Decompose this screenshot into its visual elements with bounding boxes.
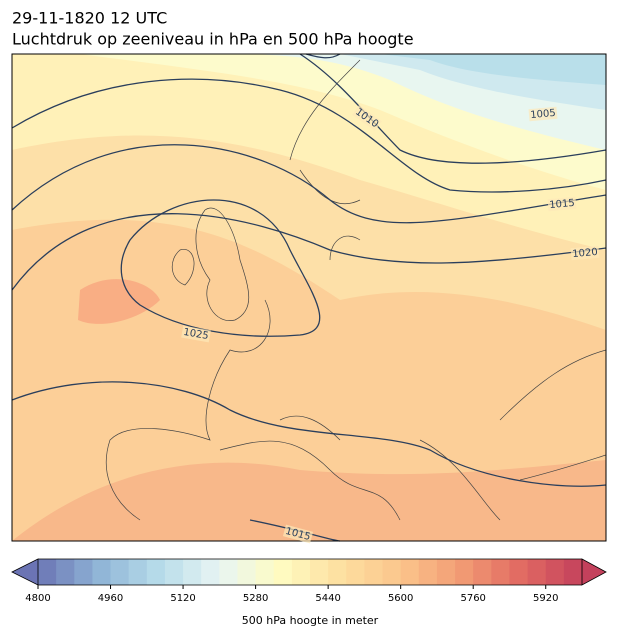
colorbar-box [273, 559, 293, 585]
colorbar-box [527, 559, 547, 585]
colorbar-box [219, 559, 238, 585]
contour-label-bg [547, 196, 577, 212]
colorbar-box [346, 559, 365, 585]
colorbar-box [146, 559, 166, 585]
contour-label-bg [282, 524, 314, 544]
colorbar-box [455, 559, 474, 585]
contour-label: 1020 [572, 247, 598, 260]
colorbar-box [418, 559, 438, 585]
colorbar-box [110, 559, 130, 585]
colorbar-box [56, 559, 75, 585]
contour-label: 1005 [530, 108, 556, 121]
colorbar-extend-high [581, 558, 607, 586]
colorbar-tick-label: 5120 [170, 593, 195, 604]
colorbar-box [237, 559, 257, 585]
colorbar-box [400, 559, 420, 585]
colorbar-box [38, 559, 57, 585]
colorbar-box [201, 559, 220, 585]
colorbar-tick-label: 5600 [388, 593, 413, 604]
colorbar-frame [38, 558, 582, 586]
colorbar-tick-label: 4960 [98, 593, 123, 604]
colorbar-box [255, 559, 275, 585]
colorbar-box [310, 559, 329, 585]
contour-label-bg [570, 245, 600, 261]
colorbar-box [164, 559, 184, 585]
colorbar-box [291, 559, 311, 585]
colorbar-box [92, 559, 112, 585]
pressure-contours [11, 53, 607, 542]
colorbar-label: 500 hPa hoogte in meter [242, 614, 379, 627]
colorbar-box [509, 559, 529, 585]
colorbar-box [473, 559, 492, 585]
colorbar-box [563, 559, 583, 585]
colorbar-box [364, 559, 384, 585]
colorbar-box [328, 559, 347, 585]
colorbar-box [183, 559, 202, 585]
title-line2: Luchtdruk op zeeniveau in hPa en 500 hPa… [12, 30, 414, 49]
contour-label-bg [528, 106, 558, 122]
contour-label-bg [352, 105, 382, 131]
colorbar-tick-label: 5280 [243, 593, 268, 604]
colorbar-box [491, 559, 510, 585]
colorbar-extend-low [11, 558, 39, 586]
contour-label: 1015 [549, 198, 575, 211]
colorbar-box [436, 559, 456, 585]
contour-label: 1025 [182, 327, 209, 342]
title-line1: 29-11-1820 12 UTC [12, 9, 167, 28]
colorbar-box [74, 559, 93, 585]
colorbar-tick-label: 5920 [533, 593, 558, 604]
colorbar-tick-label: 5760 [460, 593, 485, 604]
colorbar-tick-label: 4800 [25, 593, 50, 604]
map [12, 54, 606, 541]
colorbar-box [545, 559, 565, 585]
contour-label-bg [181, 325, 211, 343]
colorbar-tick-label: 5440 [315, 593, 340, 604]
colorbar-box [128, 559, 148, 585]
colorbar-box [382, 559, 402, 585]
